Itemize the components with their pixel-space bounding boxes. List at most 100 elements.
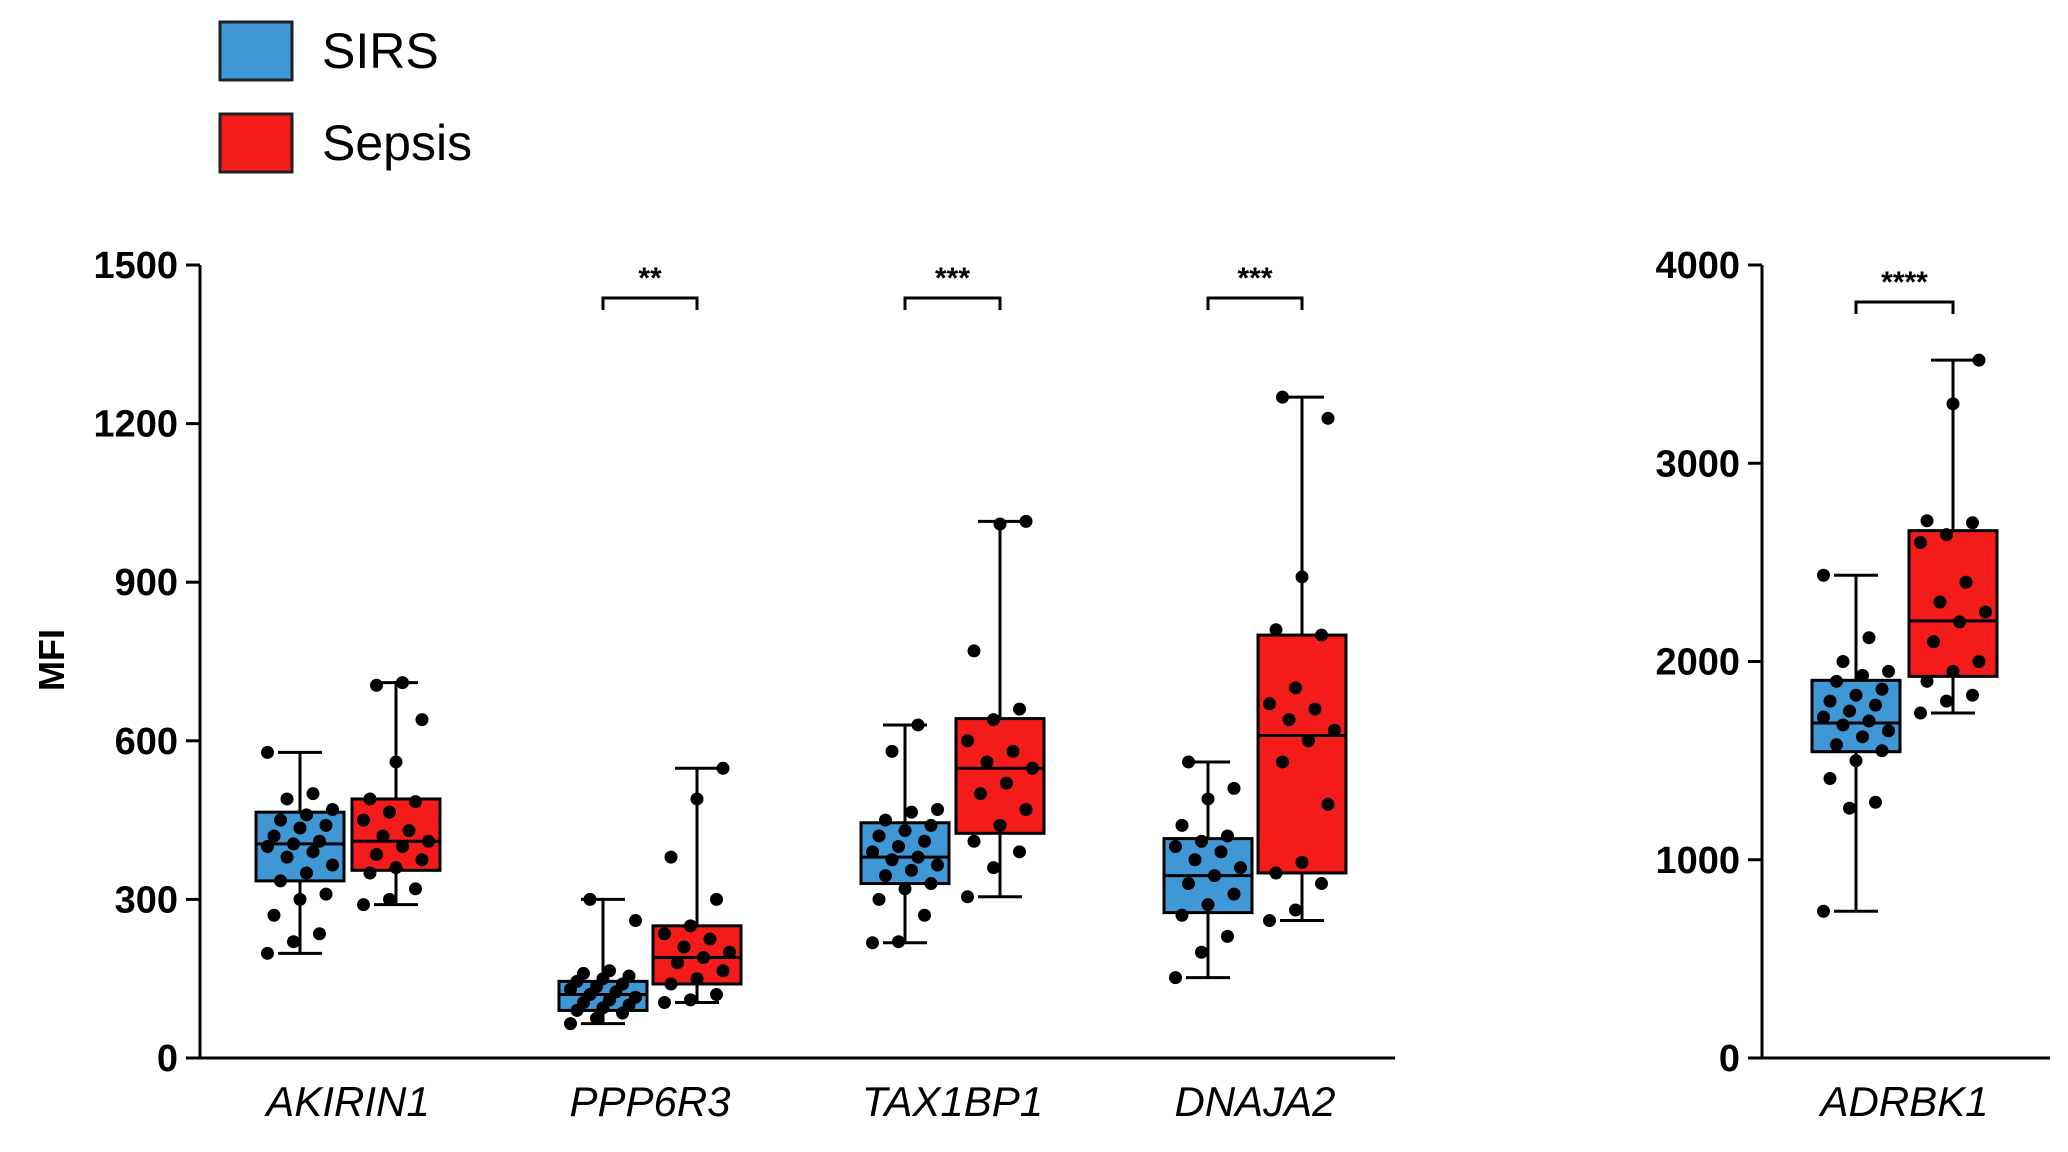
data-point	[1830, 738, 1843, 752]
data-point	[1321, 797, 1335, 811]
legend: SIRS Sepsis	[218, 20, 472, 174]
data-point	[684, 993, 697, 1007]
data-point	[1175, 818, 1189, 832]
data-point	[1933, 595, 1947, 609]
data-point	[1914, 536, 1927, 550]
data-point	[287, 837, 300, 851]
data-point	[629, 990, 642, 1004]
data-point	[564, 1017, 577, 1031]
data-point	[980, 755, 994, 769]
y-tick-label: 1200	[93, 404, 178, 446]
data-point	[987, 713, 1000, 727]
data-point	[716, 964, 730, 978]
data-point	[306, 787, 320, 801]
data-point	[261, 840, 274, 854]
data-point	[415, 853, 429, 867]
data-point	[664, 977, 678, 991]
data-point	[280, 850, 294, 864]
y-tick-label: 900	[115, 562, 178, 604]
data-point	[622, 969, 636, 983]
y-tick-label: 600	[115, 721, 178, 763]
data-point	[1289, 681, 1302, 695]
data-point	[274, 874, 287, 888]
data-point	[326, 858, 339, 872]
data-point	[961, 734, 974, 748]
data-point	[383, 805, 396, 819]
data-point	[931, 858, 944, 872]
data-point	[1006, 744, 1020, 758]
data-point	[1169, 840, 1182, 854]
data-point	[710, 988, 723, 1002]
significance-label: **	[638, 262, 662, 295]
data-point	[1946, 397, 1960, 411]
data-point	[684, 919, 697, 933]
data-point	[1869, 795, 1882, 809]
data-point	[1836, 718, 1850, 732]
y-tick-label: 4000	[1655, 245, 1740, 287]
data-point	[376, 829, 390, 843]
data-point	[261, 946, 274, 960]
category-label: PPP6R3	[569, 1078, 730, 1125]
data-point	[898, 824, 912, 838]
data-point	[918, 834, 931, 848]
data-point	[1013, 845, 1026, 859]
data-point	[363, 866, 377, 880]
data-point	[1182, 877, 1195, 891]
data-point	[1269, 866, 1283, 880]
category-label: ADRBK1	[1817, 1078, 1988, 1125]
data-point	[577, 966, 590, 980]
data-point	[293, 821, 307, 835]
data-point	[389, 755, 403, 769]
data-point	[911, 850, 925, 864]
data-point	[1302, 734, 1315, 748]
data-point	[306, 845, 320, 859]
data-point	[1000, 776, 1013, 790]
y-tick-label: 1000	[1655, 840, 1740, 882]
data-point	[1214, 845, 1228, 859]
data-point	[1966, 688, 1979, 702]
category-label: DNAJA2	[1174, 1078, 1335, 1125]
data-point	[357, 813, 370, 827]
data-point	[1856, 668, 1869, 682]
data-point	[1019, 514, 1033, 528]
data-point	[1289, 903, 1302, 917]
data-point	[1946, 664, 1960, 678]
data-point	[658, 927, 671, 941]
data-point	[1263, 697, 1276, 711]
data-point	[1882, 724, 1895, 738]
data-point	[924, 877, 938, 891]
data-point	[1953, 615, 1966, 629]
data-point	[1817, 710, 1830, 724]
data-point	[993, 818, 1007, 832]
data-point	[1019, 803, 1033, 817]
data-point	[961, 890, 974, 904]
data-point	[1227, 887, 1241, 901]
data-point	[1920, 514, 1934, 528]
data-point	[690, 972, 704, 986]
data-point	[974, 787, 987, 801]
data-point	[357, 898, 370, 912]
data-point	[671, 956, 684, 970]
data-point	[1195, 945, 1208, 959]
data-point	[1201, 792, 1215, 806]
data-point	[885, 853, 899, 867]
data-point	[422, 834, 435, 848]
data-point	[274, 813, 287, 827]
data-point	[710, 892, 723, 906]
data-point	[658, 995, 671, 1009]
data-point	[924, 818, 938, 832]
data-point	[1817, 568, 1830, 582]
data-point	[280, 792, 294, 806]
data-point	[1869, 698, 1882, 712]
data-point	[1940, 694, 1953, 708]
data-point	[1940, 528, 1953, 542]
data-point	[677, 940, 691, 954]
data-point	[1849, 688, 1863, 702]
data-point	[1972, 655, 1986, 668]
data-point	[261, 745, 274, 759]
data-point	[1843, 704, 1856, 718]
data-point	[326, 803, 339, 817]
data-point	[1276, 390, 1289, 404]
data-point	[1862, 631, 1876, 645]
